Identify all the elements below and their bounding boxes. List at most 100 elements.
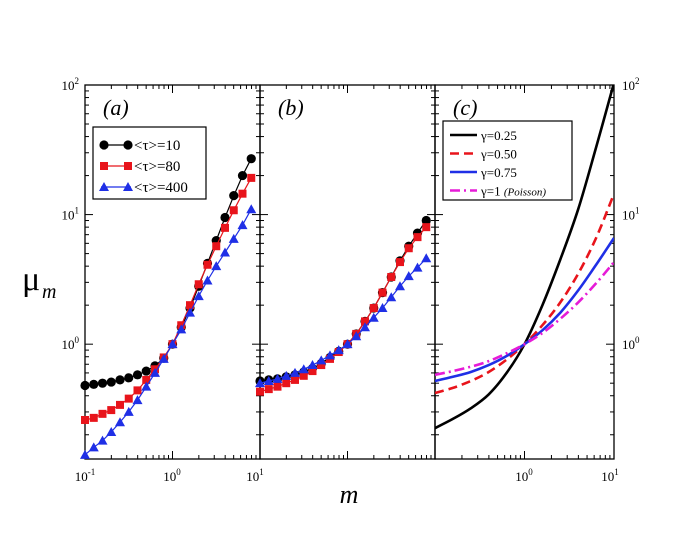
legend-label: γ=1 (Poisson) — [480, 184, 546, 199]
data-point — [404, 244, 413, 253]
legend-marker — [123, 182, 133, 191]
y-tick-label-left: 100 — [62, 335, 80, 352]
y-tick-label-right: 100 — [622, 335, 640, 352]
data-point — [333, 345, 344, 355]
data-point — [386, 292, 397, 302]
data-point — [387, 272, 396, 281]
legend-marker — [99, 182, 109, 191]
series-2-panel-3 — [435, 193, 614, 395]
data-point — [247, 173, 256, 182]
series-3-panel-2 — [255, 253, 432, 388]
panel-1: (a) <τ>=10 <τ>=80 <τ>=400 — [80, 84, 261, 460]
legend-label: γ=0.50 — [480, 147, 517, 162]
data-point — [229, 191, 239, 201]
data-point — [291, 375, 300, 384]
y-tick-label-right: 101 — [622, 206, 640, 223]
legend-panel-c: γ=0.25 γ=0.50 γ=0.75 γ=1 (Poisson) — [442, 120, 573, 201]
data-point — [186, 301, 195, 310]
legend-label: γ=0.75 — [480, 165, 517, 180]
data-point — [203, 260, 212, 269]
data-point — [167, 339, 178, 349]
y-tick-label-left: 101 — [62, 206, 80, 223]
legend-panel-a: <τ>=10 <τ>=80 <τ>=400 — [92, 126, 207, 200]
data-point — [377, 303, 388, 313]
data-point — [202, 275, 213, 285]
data-point — [124, 394, 133, 403]
series-line — [259, 226, 427, 393]
legend-label: γ=0.25 — [480, 128, 517, 143]
data-point — [89, 379, 99, 389]
data-point — [237, 170, 248, 181]
data-point — [193, 291, 204, 301]
data-point — [88, 442, 99, 452]
legend-item: γ=0.25 — [450, 128, 517, 143]
data-point — [185, 307, 196, 317]
panel-2: (b) — [255, 84, 436, 460]
data-point — [299, 371, 308, 380]
y-axis-label-subscript: m — [42, 281, 56, 303]
data-point — [211, 261, 222, 271]
x-tick-label: 101 — [246, 467, 264, 484]
legend-marker — [100, 162, 108, 170]
data-point — [106, 377, 116, 387]
data-point — [298, 364, 309, 374]
legend-label: <τ>=400 — [134, 180, 188, 196]
x-tick-label: 10-1 — [75, 467, 96, 484]
series-2-panel-1 — [81, 173, 256, 424]
data-point — [150, 367, 161, 377]
data-point — [246, 154, 256, 164]
data-point — [220, 212, 230, 223]
data-point — [422, 223, 431, 232]
panel-3: (c)γ=0.25 γ=0.50 γ=0.75 γ=1 (Poisson) — [434, 84, 615, 460]
x-tick-label: 101 — [601, 467, 619, 484]
data-point — [342, 339, 353, 349]
data-point — [394, 281, 405, 291]
series-2-panel-2 — [256, 223, 431, 396]
data-point — [228, 233, 239, 243]
data-point — [229, 206, 238, 215]
data-point — [317, 361, 326, 370]
data-point — [141, 366, 151, 376]
panel-label: (c) — [453, 95, 477, 120]
data-point — [290, 367, 301, 377]
data-point — [176, 324, 187, 334]
data-point — [115, 375, 125, 385]
data-point — [80, 380, 90, 391]
data-point — [421, 215, 431, 226]
data-point — [80, 449, 90, 459]
data-point — [369, 304, 378, 313]
legend-item: γ=0.50 — [450, 147, 517, 162]
legend-marker — [124, 162, 132, 170]
data-point — [412, 262, 423, 272]
data-point — [325, 350, 336, 360]
data-point — [89, 413, 98, 422]
data-point — [123, 406, 134, 416]
legend-item: <τ>=400 — [99, 180, 188, 196]
x-tick-label: 100 — [515, 467, 533, 484]
data-point — [281, 370, 292, 380]
data-point — [132, 395, 143, 405]
data-point — [282, 379, 291, 388]
data-point — [263, 375, 274, 385]
data-point — [133, 386, 142, 395]
data-point — [107, 406, 116, 415]
series-1-panel-2 — [255, 215, 431, 386]
x-axis-label: m — [340, 480, 359, 509]
series-4-panel-3 — [435, 261, 614, 377]
data-point — [212, 242, 221, 251]
panel-label: (b) — [278, 95, 304, 120]
panel-label: (a) — [103, 95, 129, 120]
series-line — [84, 208, 252, 456]
data-point — [273, 382, 282, 391]
data-point — [395, 258, 404, 267]
data-point — [256, 387, 264, 396]
legend-marker — [123, 140, 133, 150]
data-point — [246, 204, 257, 214]
data-point — [141, 381, 152, 391]
data-point — [255, 378, 265, 388]
data-point — [115, 417, 126, 427]
data-point — [421, 253, 432, 263]
data-point — [98, 409, 107, 418]
data-point — [158, 353, 169, 363]
